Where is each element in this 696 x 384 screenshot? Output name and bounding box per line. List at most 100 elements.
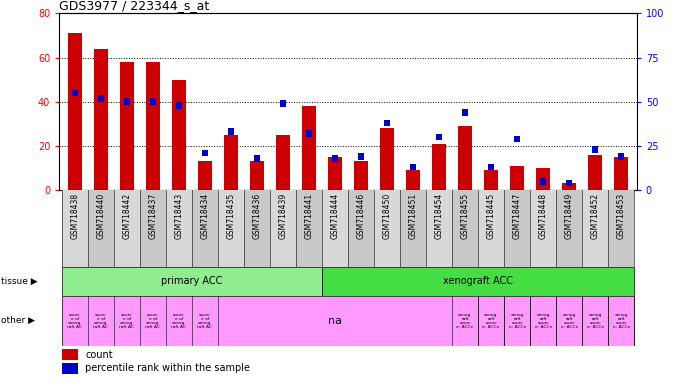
- Bar: [478, 190, 504, 267]
- Bar: [530, 190, 556, 267]
- Bar: [406, 170, 420, 190]
- Text: other ▶: other ▶: [1, 316, 35, 325]
- Bar: [566, 180, 572, 186]
- Text: GSM718434: GSM718434: [200, 192, 209, 238]
- Bar: [383, 120, 390, 126]
- Bar: [332, 155, 338, 162]
- Bar: [114, 190, 140, 267]
- Text: primary ACC: primary ACC: [161, 276, 223, 286]
- Bar: [462, 109, 468, 116]
- Bar: [166, 190, 192, 267]
- Bar: [150, 98, 156, 105]
- Bar: [614, 157, 628, 190]
- Bar: [354, 161, 368, 190]
- Bar: [124, 98, 130, 105]
- Bar: [380, 128, 394, 190]
- Bar: [618, 153, 624, 160]
- Text: GSM718454: GSM718454: [434, 192, 443, 238]
- Bar: [302, 106, 316, 190]
- Bar: [120, 62, 134, 190]
- Text: GSM718451: GSM718451: [409, 192, 418, 238]
- Bar: [270, 190, 296, 267]
- Bar: [192, 190, 218, 267]
- Bar: [322, 267, 634, 296]
- Bar: [556, 190, 582, 267]
- Text: xenograft ACC: xenograft ACC: [443, 276, 513, 286]
- Text: count: count: [85, 350, 113, 360]
- Text: xenog
raft
sourc
e: ACCe: xenog raft sourc e: ACCe: [587, 313, 604, 329]
- Bar: [296, 190, 322, 267]
- Text: sourc
e of
xenog
raft AC: sourc e of xenog raft AC: [198, 313, 212, 329]
- Text: GSM718443: GSM718443: [175, 192, 183, 238]
- Text: GSM718452: GSM718452: [591, 192, 600, 238]
- Text: sourc
e of
xenog
raft AC: sourc e of xenog raft AC: [145, 313, 160, 329]
- Bar: [458, 126, 473, 190]
- Text: sourc
e of
xenog
raft AC: sourc e of xenog raft AC: [171, 313, 187, 329]
- Text: GSM718446: GSM718446: [356, 192, 365, 238]
- Text: na: na: [328, 316, 342, 326]
- Text: GSM718435: GSM718435: [226, 192, 235, 238]
- Text: sourc
e of
xenog
raft AC: sourc e of xenog raft AC: [68, 313, 82, 329]
- Bar: [484, 170, 498, 190]
- Bar: [223, 135, 238, 190]
- Text: GSM718453: GSM718453: [617, 192, 626, 238]
- Bar: [374, 190, 400, 267]
- Bar: [145, 62, 160, 190]
- Text: GSM718441: GSM718441: [304, 192, 313, 238]
- Bar: [504, 190, 530, 267]
- Text: percentile rank within the sample: percentile rank within the sample: [85, 363, 250, 373]
- Bar: [306, 130, 313, 137]
- Bar: [514, 136, 521, 142]
- Bar: [218, 190, 244, 267]
- Bar: [228, 129, 234, 135]
- Bar: [536, 168, 551, 190]
- Text: GSM718445: GSM718445: [487, 192, 496, 238]
- Text: xenog
raft
sourc
e: ACCe: xenog raft sourc e: ACCe: [560, 313, 578, 329]
- Text: GSM718442: GSM718442: [122, 192, 132, 238]
- Text: GSM718448: GSM718448: [539, 192, 548, 238]
- Bar: [202, 150, 208, 156]
- Bar: [140, 190, 166, 267]
- Bar: [452, 190, 478, 267]
- Text: GSM718436: GSM718436: [253, 192, 262, 238]
- Text: GSM718449: GSM718449: [564, 192, 574, 238]
- Bar: [276, 135, 290, 190]
- Bar: [608, 190, 634, 267]
- Text: sourc
e of
xenog
raft AC: sourc e of xenog raft AC: [120, 313, 134, 329]
- Text: tissue ▶: tissue ▶: [1, 277, 38, 286]
- Bar: [88, 190, 114, 267]
- Text: GSM718447: GSM718447: [513, 192, 521, 238]
- Text: xenog
raft
sourc
e: ACCe: xenog raft sourc e: ACCe: [457, 313, 474, 329]
- Bar: [62, 190, 88, 267]
- Text: xenog
raft
sourc
e: ACCe: xenog raft sourc e: ACCe: [509, 313, 525, 329]
- Bar: [172, 79, 186, 190]
- Bar: [68, 33, 82, 190]
- Text: xenog
raft
sourc
e: ACCe: xenog raft sourc e: ACCe: [482, 313, 500, 329]
- Bar: [94, 49, 108, 190]
- Bar: [322, 190, 348, 267]
- Text: GSM718455: GSM718455: [461, 192, 470, 238]
- Bar: [358, 153, 364, 160]
- Text: sourc
e of
xenog
raft AC: sourc e of xenog raft AC: [93, 313, 109, 329]
- Bar: [62, 349, 78, 360]
- Bar: [562, 184, 576, 190]
- Text: xenog
raft
sourc
e: ACCe: xenog raft sourc e: ACCe: [612, 313, 630, 329]
- Bar: [97, 95, 104, 101]
- Text: GSM718450: GSM718450: [383, 192, 392, 238]
- Bar: [348, 190, 374, 267]
- Text: GSM718440: GSM718440: [96, 192, 105, 238]
- Bar: [432, 144, 446, 190]
- Bar: [400, 190, 426, 267]
- Bar: [540, 178, 546, 185]
- Bar: [62, 363, 78, 374]
- Text: GSM718439: GSM718439: [278, 192, 287, 238]
- Text: GSM718438: GSM718438: [70, 192, 79, 238]
- Bar: [280, 100, 286, 107]
- Text: GSM718437: GSM718437: [148, 192, 157, 238]
- Bar: [582, 190, 608, 267]
- Bar: [410, 164, 416, 170]
- Bar: [510, 166, 524, 190]
- Bar: [426, 190, 452, 267]
- Bar: [588, 155, 602, 190]
- Bar: [250, 161, 264, 190]
